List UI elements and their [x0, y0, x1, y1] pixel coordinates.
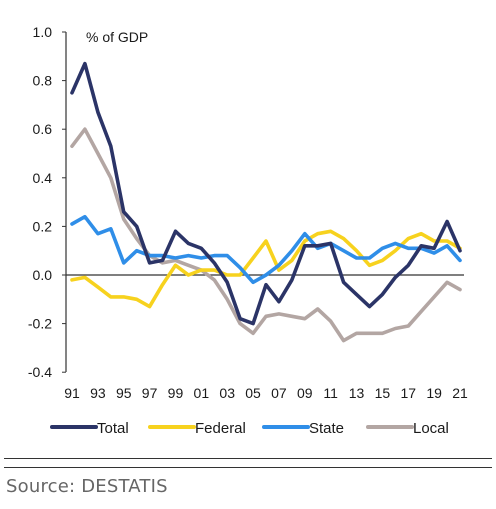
series-line-local	[70, 127, 462, 343]
series-lines	[70, 61, 462, 343]
x-tick-label: 01	[194, 385, 210, 401]
x-tick-label: 97	[142, 385, 158, 401]
x-tick-label: 09	[297, 385, 313, 401]
x-tick-label: 99	[168, 385, 184, 401]
legend-label-total: Total	[97, 420, 129, 437]
x-tick-label: 07	[271, 385, 287, 401]
legend-label-state: State	[309, 420, 344, 437]
legend-label-federal: Federal	[195, 420, 246, 437]
x-tick-label: 91	[64, 385, 80, 401]
divider-top	[4, 458, 492, 459]
line-chart: % of GDP -0.4 -0.2 0.0 0.2 0.4 0.6 0.8 1.0 91 93…	[28, 24, 468, 437]
x-axis: 91 93 95 97 99 01 03 05 07 09 11 13 15 17 19 21	[64, 274, 468, 401]
y-tick-label: 1.0	[33, 24, 53, 40]
x-tick-label: 95	[116, 385, 132, 401]
legend: Total Federal State Local	[50, 420, 449, 437]
x-tick-label: 19	[426, 385, 442, 401]
series-line-total	[70, 61, 462, 326]
divider-bottom	[4, 467, 492, 468]
legend-label-local: Local	[413, 420, 449, 437]
x-tick-label: 17	[400, 385, 416, 401]
x-tick-label: 03	[219, 385, 235, 401]
series-line-federal	[70, 229, 462, 309]
x-tick-label: 93	[90, 385, 106, 401]
y-tick-label: 0.2	[33, 218, 53, 234]
x-tick-label: 15	[375, 385, 391, 401]
y-unit-label: % of GDP	[86, 29, 148, 45]
x-tick-label: 05	[245, 385, 261, 401]
y-tick-label: 0.8	[33, 73, 53, 89]
x-tick-label: 11	[323, 385, 338, 401]
y-tick-label: -0.4	[28, 364, 52, 380]
source-note: Source: DESTATIS	[6, 476, 168, 497]
series-line-state	[70, 214, 462, 285]
x-tick-label: 13	[349, 385, 365, 401]
y-tick-label: -0.2	[28, 316, 52, 332]
y-axis: -0.4 -0.2 0.0 0.2 0.4 0.6 0.8 1.0	[28, 24, 67, 380]
y-tick-label: 0.4	[33, 170, 53, 186]
x-tick-label: 21	[452, 385, 468, 401]
y-tick-label: 0.0	[33, 267, 53, 283]
y-tick-label: 0.6	[33, 121, 53, 137]
